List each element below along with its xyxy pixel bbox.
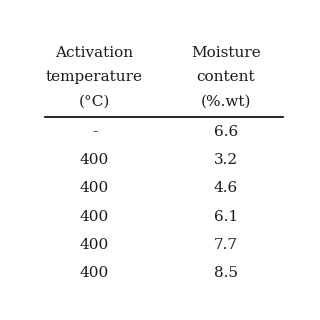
Text: 400: 400 [80,153,109,167]
Text: temperature: temperature [46,70,143,84]
Text: 6.6: 6.6 [214,124,238,139]
Text: (°C): (°C) [79,95,110,109]
Text: 400: 400 [80,238,109,252]
Text: 400: 400 [80,210,109,224]
Text: (%.wt): (%.wt) [201,95,251,109]
Text: Activation: Activation [55,46,134,60]
Text: 3.2: 3.2 [214,153,238,167]
Text: 400: 400 [80,181,109,195]
Text: content: content [197,70,255,84]
Text: 4.6: 4.6 [214,181,238,195]
Text: 6.1: 6.1 [214,210,238,224]
Text: -: - [92,124,97,139]
Text: 7.7: 7.7 [214,238,238,252]
Text: Moisture: Moisture [191,46,261,60]
Text: 400: 400 [80,266,109,280]
Text: 8.5: 8.5 [214,266,238,280]
